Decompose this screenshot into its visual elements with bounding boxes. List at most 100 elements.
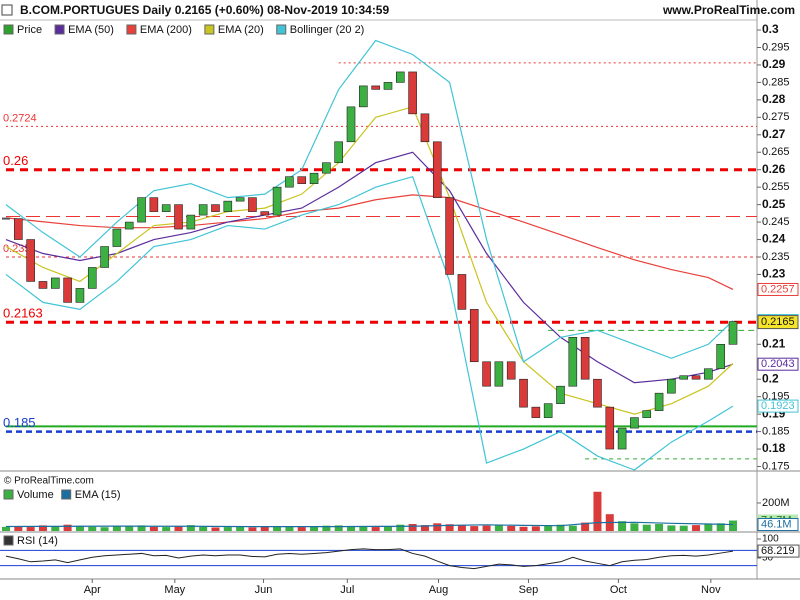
candle <box>482 361 491 387</box>
candle <box>26 239 35 282</box>
y-tick-label: 100 <box>762 534 779 545</box>
candle <box>420 113 430 143</box>
legend-swatch[interactable] <box>61 489 72 500</box>
candle <box>494 361 504 387</box>
volume-bar <box>383 526 392 531</box>
x-tick-label: Oct <box>610 584 627 596</box>
candle <box>174 204 183 230</box>
legend-swatch[interactable] <box>276 24 287 35</box>
volume-bar <box>581 522 590 531</box>
volume-bar <box>63 524 72 531</box>
volume-bar <box>2 526 10 531</box>
candle <box>272 186 282 216</box>
legend-swatch[interactable] <box>3 24 14 35</box>
volume-bar <box>137 525 146 531</box>
candle <box>642 410 652 418</box>
y-tick-label: 0.29 <box>762 57 786 71</box>
volume-bar <box>149 526 158 531</box>
volume-bar <box>371 527 380 531</box>
candle <box>2 217 10 220</box>
volume-bar <box>26 527 35 531</box>
y-tick-label: 0.25 <box>762 197 786 211</box>
volume-bar <box>51 526 60 531</box>
y-tick-label: 0.175 <box>762 460 790 472</box>
candle <box>161 204 171 212</box>
x-tick-label: Apr <box>84 584 101 596</box>
legend-swatch[interactable] <box>54 24 65 35</box>
legend-swatch[interactable] <box>3 535 14 546</box>
volume-bar <box>100 527 109 531</box>
volume-bar <box>507 525 516 531</box>
x-tick-label: Nov <box>701 584 721 596</box>
candle <box>383 82 393 90</box>
volume-bar <box>174 526 183 531</box>
candle <box>260 211 270 216</box>
candle <box>112 228 122 247</box>
volume-bar <box>297 527 306 531</box>
volume-bar <box>38 525 47 531</box>
value-tag-label: 0.1923 <box>761 400 795 412</box>
volume-ema-tag <box>757 518 799 532</box>
rsi-tag <box>757 544 800 558</box>
y-tick-label: 0.195 <box>762 391 790 403</box>
legend-swatch[interactable] <box>3 489 14 500</box>
candle <box>556 385 565 404</box>
volume-bar <box>334 525 343 531</box>
current-price-tag <box>757 315 799 330</box>
y-tick-label: 0.3 <box>762 22 779 36</box>
volume-bar <box>125 525 134 531</box>
candle <box>14 218 23 240</box>
candle <box>50 277 60 289</box>
level-label: 0.185 <box>3 415 36 430</box>
legend-swatch[interactable] <box>204 24 215 35</box>
value-tag <box>757 399 799 413</box>
candle <box>38 281 48 289</box>
level-label: 0.2163 <box>3 306 43 321</box>
volume-bar <box>470 526 479 531</box>
legend-label: Volume <box>17 489 54 501</box>
candle <box>408 71 417 115</box>
candle <box>100 246 109 268</box>
volume-bar <box>704 524 713 531</box>
candle <box>679 375 689 380</box>
candle <box>396 71 405 83</box>
candle <box>223 200 233 212</box>
volume-bar <box>223 527 232 531</box>
candle <box>728 321 738 345</box>
candle <box>519 378 528 408</box>
candle <box>75 288 85 303</box>
volume-bar <box>273 526 282 531</box>
candle <box>63 277 72 303</box>
x-tick-label: Jun <box>255 584 273 596</box>
legend-label: RSI (14) <box>17 535 58 547</box>
candle <box>630 417 639 429</box>
volume-bar <box>211 527 220 531</box>
menu-icon[interactable] <box>1 4 13 16</box>
candle <box>124 221 134 230</box>
volume-bar <box>593 491 602 531</box>
volume-bar <box>519 526 528 531</box>
volume-bar <box>544 525 553 531</box>
y-tick-label: 0.185 <box>762 425 790 437</box>
volume-bar <box>260 526 269 531</box>
legend-swatch[interactable] <box>126 24 137 35</box>
legend-label: EMA (50) <box>68 24 114 36</box>
volume-bar <box>531 526 540 531</box>
volume-bar <box>494 525 503 531</box>
volume-bar <box>556 524 565 531</box>
volume-bar <box>568 525 577 531</box>
y-tick-label: 0.275 <box>762 111 790 123</box>
y-tick-label: 0.235 <box>762 251 790 263</box>
candle <box>543 403 553 418</box>
indicator-line <box>5 39 734 363</box>
candle <box>248 197 257 212</box>
level-label: 0.2724 <box>3 112 37 124</box>
volume-bar <box>642 524 651 531</box>
candle <box>654 392 664 411</box>
candle <box>580 337 590 380</box>
volume-bar <box>408 523 417 531</box>
copyright: © ProRealTime.com <box>4 476 94 487</box>
volume-bar <box>112 526 121 531</box>
volume-bar <box>359 526 368 531</box>
